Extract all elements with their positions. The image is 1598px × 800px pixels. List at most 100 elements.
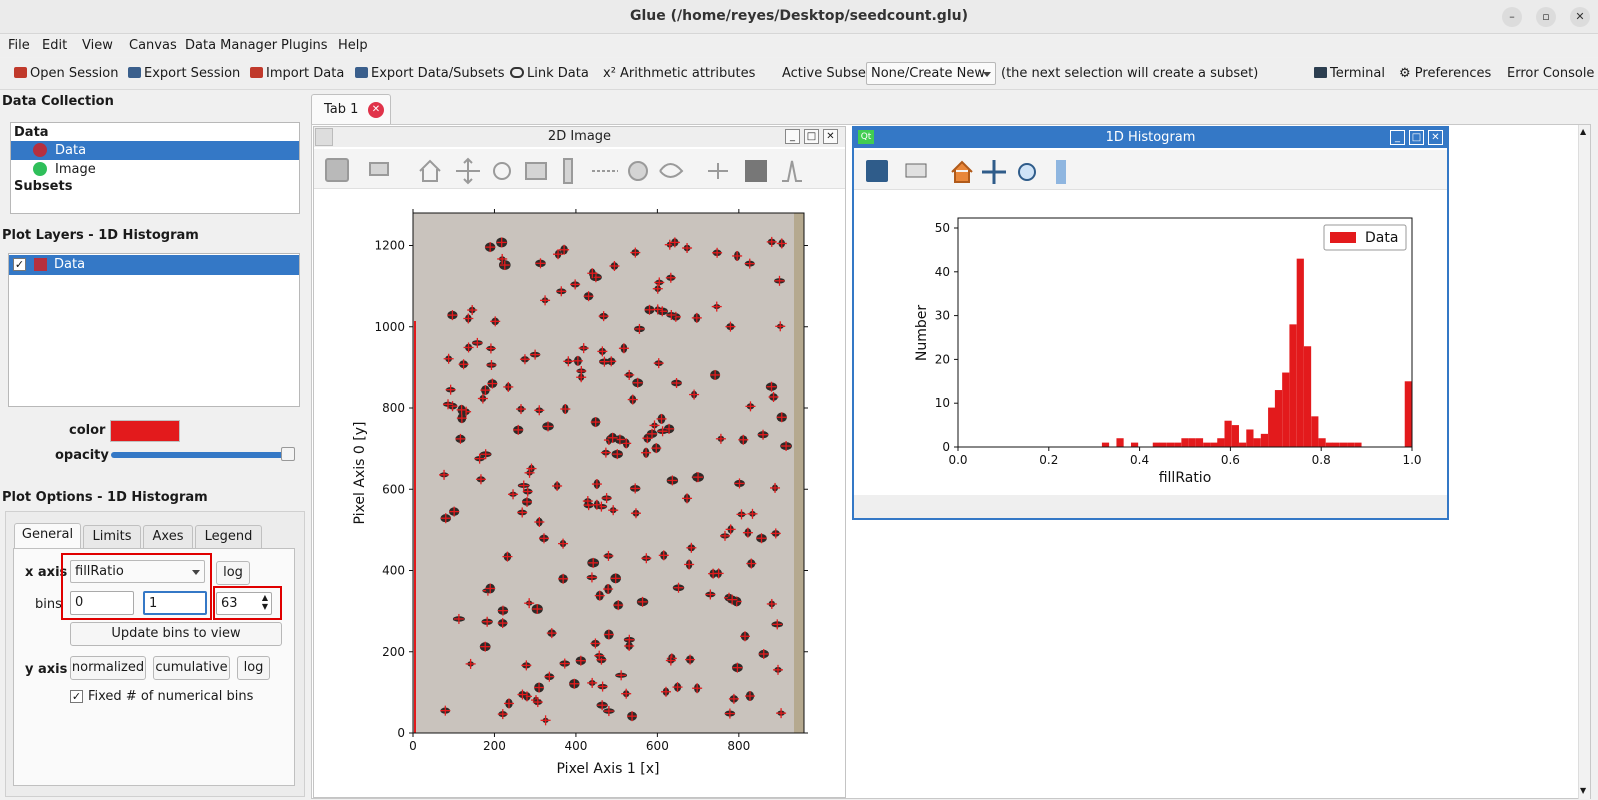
image-right-edge <box>794 213 804 733</box>
histogram-bar <box>1239 442 1247 447</box>
link-data-label: Link Data <box>527 66 589 81</box>
export-session-button[interactable]: Export Session <box>128 66 240 81</box>
close-tab-icon[interactable]: ✕ <box>368 102 384 118</box>
menu-bar: File Edit View Canvas Data Manager Plugi… <box>0 35 1598 57</box>
qt-badge: Qt <box>858 130 874 144</box>
image-y-tick-label: 200 <box>382 645 405 659</box>
preferences-label: Preferences <box>1414 66 1492 81</box>
opacity-slider[interactable] <box>111 452 294 458</box>
histogram-bar <box>1159 442 1167 447</box>
bin-min-input[interactable]: 0 <box>70 591 134 615</box>
import-data-button[interactable]: Import Data <box>250 66 344 81</box>
color-swatch-button[interactable] <box>110 420 180 442</box>
histogram-bar <box>1347 442 1355 447</box>
active-subset-select[interactable]: None/Create New <box>866 62 996 85</box>
n-bins-spinbox[interactable]: 63 ▲ ▼ <box>216 592 272 615</box>
x-attribute-value: fillRatio <box>75 564 124 579</box>
image-maximize-button[interactable]: □ <box>804 129 819 144</box>
image-background <box>413 213 804 733</box>
menu-help[interactable]: Help <box>338 38 368 53</box>
image-plot[interactable]: 0 200 400 600 800 0 200 400 600 800 1000 1200 Pixel… <box>314 191 845 796</box>
histogram-minimize-button[interactable]: _ <box>1390 130 1405 145</box>
histogram-maximize-button[interactable]: □ <box>1409 130 1424 145</box>
x-tick-label: 0.2 <box>1039 453 1058 467</box>
histogram-bar <box>1181 438 1189 447</box>
open-session-button[interactable]: Open Session <box>14 66 118 81</box>
close-window-button[interactable]: ✕ <box>1570 7 1590 27</box>
scroll-up-icon[interactable]: ▲ <box>1580 127 1587 136</box>
y-log-button[interactable]: log <box>237 656 270 680</box>
active-subset-label: Active Subset: <box>782 66 876 81</box>
x-log-button[interactable]: log <box>216 561 250 585</box>
image-x-tick-label: 0 <box>409 739 417 753</box>
histogram-viewer-titlebar[interactable]: 1D Histogram <box>854 128 1447 148</box>
histogram-bar <box>1116 438 1124 447</box>
histogram-bar <box>1166 442 1175 447</box>
chevron-down-icon <box>192 570 200 575</box>
minimize-button[interactable]: – <box>1502 7 1522 27</box>
scroll-down-icon[interactable]: ▼ <box>1580 786 1587 795</box>
layer-color-swatch <box>34 258 47 271</box>
histogram-viewer-title: 1D Histogram <box>1105 130 1196 145</box>
menu-file[interactable]: File <box>8 38 30 53</box>
export-data-button[interactable]: Export Data/Subsets <box>355 66 505 81</box>
cumulative-button[interactable]: cumulative <box>153 656 230 680</box>
image-item[interactable]: Image <box>11 160 299 179</box>
image-close-button[interactable]: ✕ <box>823 129 838 144</box>
error-console-button[interactable]: Error Console <box>1507 66 1595 81</box>
terminal-button[interactable]: Terminal <box>1314 66 1385 81</box>
data-collection-tree: Data Data Image Subsets <box>10 122 300 214</box>
bin-max-input[interactable]: 1 <box>143 591 207 615</box>
tab-axes[interactable]: Axes <box>143 525 193 549</box>
tab-general[interactable]: General <box>14 523 81 549</box>
menu-plugins[interactable]: Plugins <box>281 38 328 53</box>
layer-item-data[interactable]: ✓ Data <box>9 255 299 275</box>
image-x-tick-label: 600 <box>646 739 669 753</box>
image-viewer-titlebar[interactable]: 2D Image <box>314 127 845 147</box>
terminal-icon <box>1314 67 1327 78</box>
normalized-button[interactable]: normalized <box>70 656 146 680</box>
menu-edit[interactable]: Edit <box>42 38 68 53</box>
title-bar: Glue (/home/reyes/Desktop/seedcount.glu)… <box>0 0 1598 34</box>
save-icon <box>325 158 349 182</box>
x-axis-label: x axis <box>25 565 68 580</box>
fixed-bins-checkbox[interactable]: ✓ <box>70 690 83 703</box>
plot-options-title: Plot Options - 1D Histogram <box>2 490 208 505</box>
spin-arrows-icon[interactable]: ▲ ▼ <box>261 593 268 611</box>
menu-view[interactable]: View <box>82 38 113 53</box>
x-attribute-select[interactable]: fillRatio <box>70 560 205 583</box>
update-bins-button[interactable]: Update bins to view <box>70 622 282 646</box>
menu-data-manager[interactable]: Data Manager <box>185 38 278 53</box>
image-minimize-button[interactable]: _ <box>785 129 800 144</box>
image-toolbar-icons <box>325 157 802 185</box>
opacity-slider-handle[interactable] <box>281 447 295 461</box>
tab-legend[interactable]: Legend <box>195 525 262 549</box>
image-x-tick-label: 400 <box>564 739 587 753</box>
canvas-scrollbar[interactable]: ▲ ▼ <box>1578 125 1590 799</box>
histogram-bar <box>1260 433 1269 447</box>
tab-1[interactable]: Tab 1 ✕ <box>311 94 391 124</box>
histogram-bar <box>1332 442 1340 447</box>
histogram-viewer-toolbar <box>854 150 1447 190</box>
circle-select-icon <box>628 161 648 181</box>
n-bins-value: 63 <box>221 596 238 611</box>
main-toolbar: Open Session Export Session Import Data … <box>0 58 1598 90</box>
tab-1-label: Tab 1 <box>324 102 359 117</box>
zoom-icon <box>1018 163 1036 181</box>
data-item[interactable]: Data <box>11 141 299 160</box>
image-xlabel: Pixel Axis 1 [x] <box>557 761 660 777</box>
menu-canvas[interactable]: Canvas <box>129 38 177 53</box>
tab-limits[interactable]: Limits <box>83 525 141 549</box>
histogram-close-button[interactable]: ✕ <box>1428 130 1443 145</box>
image-x-tick-label: 800 <box>727 739 750 753</box>
layer-visible-checkbox[interactable]: ✓ <box>13 258 26 271</box>
histogram-bar <box>1203 442 1211 447</box>
link-data-button[interactable]: Link Data <box>510 66 589 81</box>
histogram-plot[interactable]: 0.0 0.2 0.4 0.6 0.8 1.0 0 10 20 30 40 50 Data fillR… <box>854 190 1447 520</box>
arithmetic-attributes-button[interactable]: x² Arithmetic attributes <box>603 66 756 81</box>
save-icon <box>866 160 888 182</box>
maximize-button[interactable]: ▫ <box>1536 7 1556 27</box>
plot-layers-list: ✓ Data <box>8 253 300 407</box>
preferences-button[interactable]: ⚙ Preferences <box>1399 66 1491 81</box>
zoom-icon <box>493 162 511 180</box>
